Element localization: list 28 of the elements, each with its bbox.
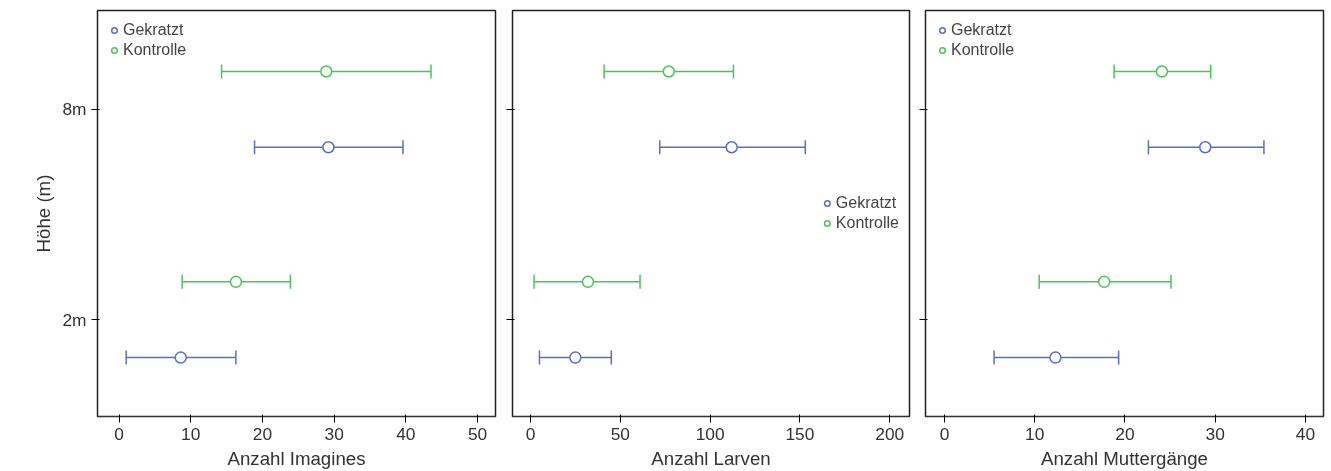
x-tick-label: 20 bbox=[252, 423, 273, 444]
legend-label: Gekratzt bbox=[951, 21, 1012, 39]
x-tick-label: 150 bbox=[785, 423, 815, 444]
x-tick-label: 40 bbox=[396, 423, 416, 444]
x-tick-label: 0 bbox=[939, 423, 950, 444]
x-tick-label: 200 bbox=[875, 423, 905, 444]
x-tick-label: 50 bbox=[467, 423, 488, 444]
legend-label: Gekratzt bbox=[835, 194, 897, 212]
legend-label: Kontrolle bbox=[123, 41, 187, 59]
legend-label: Kontrolle bbox=[951, 41, 1015, 59]
x-tick-label: 100 bbox=[695, 423, 725, 444]
x-tick-label: 20 bbox=[1115, 423, 1135, 444]
x-tick-label: 30 bbox=[324, 423, 344, 444]
x-axis-title: Anzahl Muttergänge bbox=[1041, 447, 1208, 469]
x-tick-label: 50 bbox=[610, 423, 630, 444]
x-tick-label: 0 bbox=[525, 423, 536, 444]
legend-label: Gekratzt bbox=[123, 21, 184, 39]
legend-label: Kontrolle bbox=[835, 214, 899, 232]
x-tick-label: 40 bbox=[1295, 423, 1316, 444]
x-tick-label: 10 bbox=[1025, 423, 1045, 444]
x-axis-title: Anzahl Larven bbox=[651, 447, 771, 469]
x-tick-label: 30 bbox=[1205, 423, 1225, 444]
x-axis-title: Anzahl Imagines bbox=[227, 447, 366, 469]
y-tick-label: 2m bbox=[62, 309, 87, 330]
y-axis-title: Höhe (m) bbox=[33, 174, 55, 253]
y-tick-label: 8m bbox=[62, 99, 87, 120]
x-tick-label: 10 bbox=[181, 423, 201, 444]
x-tick-label: 0 bbox=[114, 423, 124, 444]
